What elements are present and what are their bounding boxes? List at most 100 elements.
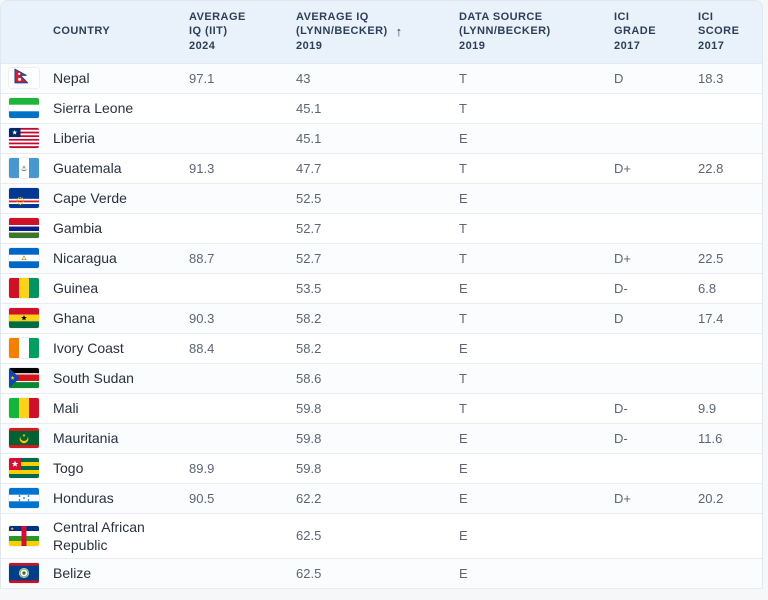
cell-ici-grade-2017: D+ xyxy=(606,243,690,274)
table-row[interactable]: Nepal 97.1 43 T D 18.3 xyxy=(1,63,762,94)
guinea-flag xyxy=(9,278,39,298)
table-row[interactable]: Mali 59.8 T D- 9.9 xyxy=(1,393,762,424)
cell-avg-iq-lynn-becker-2019: 53.5 xyxy=(288,273,451,304)
cell-data-source-lynn-becker-2019: T xyxy=(451,243,606,274)
cell-ici-score-2017 xyxy=(690,123,762,154)
table-row[interactable]: Central African Republic 62.5 E xyxy=(1,513,762,559)
cell-data-source-lynn-becker-2019: E xyxy=(451,558,606,589)
cell-ici-grade-2017 xyxy=(606,213,690,244)
table-row[interactable]: South Sudan 58.6 T xyxy=(1,363,762,394)
cell-ici-grade-2017: D- xyxy=(606,273,690,304)
country-name: Honduras xyxy=(53,489,114,506)
cell-country: Mali xyxy=(1,393,181,424)
cell-ici-score-2017 xyxy=(690,333,762,364)
cell-ici-grade-2017: D- xyxy=(606,423,690,454)
cell-avg-iq-iit-2024 xyxy=(181,273,288,304)
cell-data-source-lynn-becker-2019: E xyxy=(451,513,606,559)
cell-data-source-lynn-becker-2019: E xyxy=(451,273,606,304)
column-header-ici-grade-2017[interactable]: ICI GRADE 2017 xyxy=(606,1,690,64)
cell-avg-iq-lynn-becker-2019: 58.6 xyxy=(288,363,451,394)
cell-avg-iq-lynn-becker-2019: 58.2 xyxy=(288,333,451,364)
column-header-avg-iq-lynn-becker-2019[interactable]: AVERAGE IQ (LYNN/BECKER) 2019 ↑ xyxy=(288,1,451,64)
cell-ici-grade-2017: D xyxy=(606,63,690,94)
table-row[interactable]: Ghana 90.3 58.2 T D 17.4 xyxy=(1,303,762,334)
country-name: Ivory Coast xyxy=(53,339,124,356)
sierra-leone-flag xyxy=(9,98,39,118)
table-row[interactable]: Cape Verde 52.5 E xyxy=(1,183,762,214)
table-row[interactable]: Guatemala 91.3 47.7 T D+ 22.8 xyxy=(1,153,762,184)
belize-flag xyxy=(9,563,39,584)
table-row[interactable]: Guinea 53.5 E D- 6.8 xyxy=(1,273,762,304)
cell-avg-iq-lynn-becker-2019: 43 xyxy=(288,63,451,94)
data-table: COUNTRY AVERAGE IQ (IIT) 2024 AVERAGE IQ (… xyxy=(1,1,762,589)
cell-ici-grade-2017 xyxy=(606,513,690,559)
table-row[interactable]: Mauritania 59.8 E D- 11.6 xyxy=(1,423,762,454)
cell-ici-grade-2017 xyxy=(606,183,690,214)
cell-data-source-lynn-becker-2019: E xyxy=(451,333,606,364)
cell-country: Nicaragua xyxy=(1,243,181,274)
country-name: Liberia xyxy=(53,129,96,146)
cell-avg-iq-lynn-becker-2019: 52.7 xyxy=(288,213,451,244)
cell-country: Cape Verde xyxy=(1,183,181,214)
cell-ici-grade-2017 xyxy=(606,333,690,364)
gambia-flag xyxy=(9,218,39,238)
column-header-ici-score-2017[interactable]: ICI SCORE 2017 xyxy=(690,1,762,64)
cell-country: Belize xyxy=(1,558,181,589)
country-name: Central African Republic xyxy=(53,518,145,553)
cell-data-source-lynn-becker-2019: T xyxy=(451,153,606,184)
column-header-data-source-lynn-becker-2019[interactable]: DATA SOURCE (LYNN/BECKER) 2019 xyxy=(451,1,606,64)
table-row[interactable]: Honduras 90.5 62.2 E D+ 20.2 xyxy=(1,483,762,514)
cell-country: Central African Republic xyxy=(1,513,181,559)
table-row[interactable]: Liberia 45.1 E xyxy=(1,123,762,154)
cell-avg-iq-iit-2024 xyxy=(181,558,288,589)
cell-ici-score-2017: 22.8 xyxy=(690,153,762,184)
table-row[interactable]: Nicaragua 88.7 52.7 T D+ 22.5 xyxy=(1,243,762,274)
table-header: COUNTRY AVERAGE IQ (IIT) 2024 AVERAGE IQ (… xyxy=(1,1,762,64)
cell-ici-score-2017 xyxy=(690,513,762,559)
cell-avg-iq-lynn-becker-2019: 52.5 xyxy=(288,183,451,214)
cell-data-source-lynn-becker-2019: T xyxy=(451,93,606,124)
cell-avg-iq-iit-2024: 88.4 xyxy=(181,333,288,364)
cell-ici-score-2017 xyxy=(690,363,762,394)
sort-ascending-icon: ↑ xyxy=(395,24,403,40)
cell-avg-iq-iit-2024 xyxy=(181,213,288,244)
cell-country: Gambia xyxy=(1,213,181,244)
cell-ici-grade-2017: D xyxy=(606,303,690,334)
cell-ici-score-2017: 9.9 xyxy=(690,393,762,424)
cell-data-source-lynn-becker-2019: T xyxy=(451,363,606,394)
cell-ici-grade-2017: D- xyxy=(606,393,690,424)
table-row[interactable]: Belize 62.5 E xyxy=(1,558,762,589)
liberia-flag xyxy=(9,128,39,148)
column-label: AVERAGE IQ (LYNN/BECKER) 2019 xyxy=(296,10,388,52)
mali-flag xyxy=(9,398,39,418)
cell-ici-score-2017: 17.4 xyxy=(690,303,762,334)
column-label: AVERAGE IQ (IIT) 2024 xyxy=(189,10,246,52)
cell-ici-score-2017: 18.3 xyxy=(690,63,762,94)
cell-avg-iq-iit-2024 xyxy=(181,363,288,394)
table-row[interactable]: Gambia 52.7 T xyxy=(1,213,762,244)
table-row[interactable]: Togo 89.9 59.8 E xyxy=(1,453,762,484)
cell-avg-iq-lynn-becker-2019: 45.1 xyxy=(288,123,451,154)
country-name: Nepal xyxy=(53,69,90,86)
country-name: Togo xyxy=(53,459,84,476)
cell-data-source-lynn-becker-2019: E xyxy=(451,423,606,454)
cell-ici-score-2017 xyxy=(690,453,762,484)
column-header-country[interactable]: COUNTRY xyxy=(1,1,181,64)
south-sudan-flag xyxy=(9,368,39,388)
country-name: Gambia xyxy=(53,219,103,236)
table-row[interactable]: Ivory Coast 88.4 58.2 E xyxy=(1,333,762,364)
country-name: Guinea xyxy=(53,279,99,296)
column-header-avg-iq-iit-2024[interactable]: AVERAGE IQ (IIT) 2024 xyxy=(181,1,288,64)
honduras-flag xyxy=(9,488,39,508)
table-row[interactable]: Sierra Leone 45.1 T xyxy=(1,93,762,124)
cell-avg-iq-lynn-becker-2019: 62.2 xyxy=(288,483,451,514)
cell-avg-iq-iit-2024 xyxy=(181,423,288,454)
cell-ici-grade-2017 xyxy=(606,453,690,484)
country-name: Mali xyxy=(53,399,79,416)
cell-avg-iq-lynn-becker-2019: 62.5 xyxy=(288,513,451,559)
cell-data-source-lynn-becker-2019: T xyxy=(451,303,606,334)
country-name: Cape Verde xyxy=(53,189,127,206)
cell-avg-iq-iit-2024 xyxy=(181,513,288,559)
cell-ici-score-2017 xyxy=(690,558,762,589)
cell-avg-iq-iit-2024 xyxy=(181,393,288,424)
